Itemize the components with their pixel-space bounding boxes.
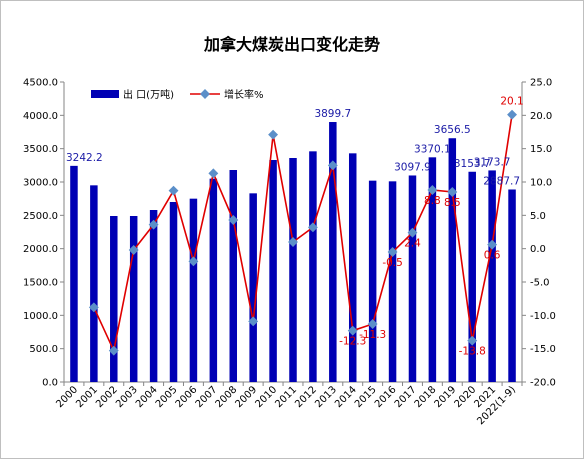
legend-line-label: 增长率% [224,88,264,101]
growth-rate-point [188,256,199,267]
bar [209,178,218,382]
growth-rate-point [168,185,179,196]
growth-rate-point [288,237,298,247]
y-right-tick-label: -10.0 [530,311,556,322]
bar [90,185,98,382]
chart-title: 加拿大煤炭出口变化走势 [203,35,380,54]
bar-value-label: 3153.7 [454,158,491,170]
growth-rate-point [347,325,358,336]
growth-rate-line [93,114,513,354]
bar [329,122,337,383]
growth-value-label: 2.4 [404,238,421,250]
y-right-tick-label: 5.0 [530,211,546,222]
growth-rate-point [407,227,418,238]
bar [468,171,476,382]
bar-value-label: 3097.9 [394,161,431,173]
bar [368,180,377,382]
y-right-tick-label: 25.0 [530,78,552,89]
bar [229,170,238,382]
y-left-tick-label: 3000.0 [23,178,58,189]
bar [289,158,297,382]
y-right-tick-label: -20.0 [530,378,556,389]
growth-rate-point [427,185,438,195]
growth-rate-point [148,219,159,230]
growth-rate-point [367,319,378,329]
bar [508,189,516,382]
bar [189,198,198,382]
bar-value-label: 3173.7 [474,156,511,168]
chart-legend: 出 口(万吨) 增长率% [91,88,264,101]
bar [110,216,118,382]
bar [309,151,317,382]
growth-rate-point [208,168,219,179]
bar [129,216,138,382]
growth-rate-point [268,129,279,140]
bar [70,165,78,382]
y-left-tick-label: 1000.0 [23,311,58,322]
growth-value-label: -12.3 [339,336,366,348]
growth-rate-point [128,245,139,255]
bar [488,170,496,382]
growth-rate-point [487,239,498,250]
y-left-tick-label: 1500.0 [23,278,58,289]
bar [388,181,397,382]
y-left-tick-label: 500.0 [29,344,58,355]
growth-rate-point [447,187,458,197]
growth-value-label: 20.1 [500,96,523,108]
y-right-tick-label: -5.0 [530,278,550,289]
bar-value-label: 2887.7 [483,175,520,187]
y-right-tick-label: -15.0 [530,344,556,355]
growth-value-label: -0.5 [382,257,403,269]
legend-line-marker [200,89,210,99]
bar [269,160,277,382]
bar [249,193,257,382]
growth-rate-point [307,222,318,233]
bar-value-label: 3656.5 [434,124,471,136]
growth-rate-point [327,160,338,171]
growth-value-label: -13.8 [459,346,486,358]
y-right-tick-label: 10.0 [530,178,552,189]
growth-rate-point [248,316,259,327]
y-left-tick-label: 4500.0 [23,78,58,89]
y-left-tick-label: 4000.0 [23,111,58,122]
bar [428,157,437,382]
growth-value-label: -11.3 [359,329,386,341]
bar [408,175,417,382]
bar [448,138,457,382]
legend-bar-label: 出 口(万吨) [123,88,174,101]
bar-value-label: 3242.2 [66,152,103,164]
growth-rate-point [467,335,478,346]
legend-bar-swatch [91,90,119,98]
bar-value-label: 3899.7 [314,108,351,120]
y-right-tick-label: 15.0 [530,144,552,155]
bar [169,202,178,382]
growth-rate-point [228,215,239,225]
y-right-tick-label: 0.0 [530,244,546,255]
y-left-tick-label: 2000.0 [23,244,58,255]
bar [149,210,158,382]
growth-value-label: 0.6 [484,250,501,262]
growth-rate-point [387,247,398,257]
y-left-tick-label: 3500.0 [23,144,58,155]
bar-value-label: 3370.1 [414,143,451,155]
plot-area: 0.0 500.0 1000.0 1500.0 2000.0 2500.0 3000.0 35… [23,78,556,428]
growth-value-label: 8.8 [424,195,441,207]
y-right-tick-label: 20.0 [530,111,552,122]
bar [348,153,357,382]
y-left-tick-label: 2500.0 [23,211,58,222]
growth-value-label: 8.5 [444,197,461,209]
y-left-tick-label: 0.0 [42,378,58,389]
